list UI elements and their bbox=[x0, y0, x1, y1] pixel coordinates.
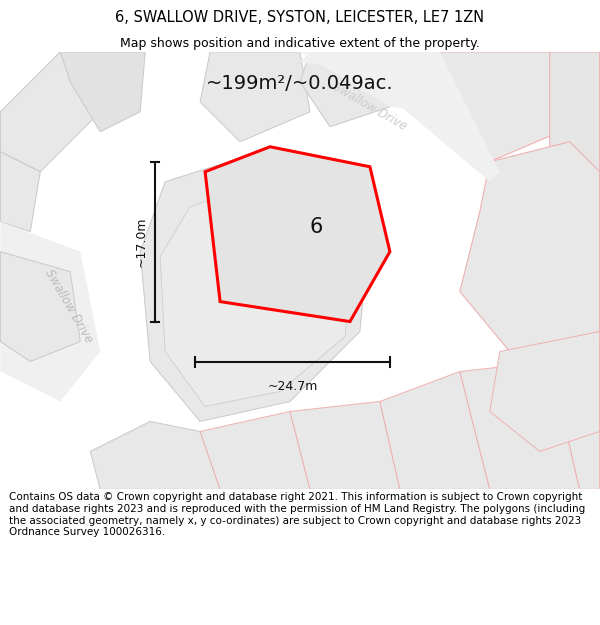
Polygon shape bbox=[200, 411, 310, 489]
Polygon shape bbox=[160, 182, 355, 406]
Polygon shape bbox=[300, 52, 390, 127]
Text: 6: 6 bbox=[309, 217, 323, 237]
Text: ~199m²/~0.049ac.: ~199m²/~0.049ac. bbox=[206, 74, 394, 93]
Polygon shape bbox=[460, 142, 599, 351]
Text: Swallow Drive: Swallow Drive bbox=[331, 81, 409, 133]
Polygon shape bbox=[550, 52, 599, 172]
Polygon shape bbox=[205, 147, 390, 322]
Text: ~17.0m: ~17.0m bbox=[134, 216, 147, 267]
Polygon shape bbox=[1, 252, 80, 361]
Polygon shape bbox=[290, 52, 440, 112]
Text: ~24.7m: ~24.7m bbox=[268, 379, 317, 392]
Polygon shape bbox=[460, 361, 580, 489]
Polygon shape bbox=[290, 401, 400, 489]
Text: Map shows position and indicative extent of the property.: Map shows position and indicative extent… bbox=[120, 38, 480, 51]
Polygon shape bbox=[1, 152, 40, 232]
Polygon shape bbox=[380, 371, 490, 489]
Text: Contains OS data © Crown copyright and database right 2021. This information is : Contains OS data © Crown copyright and d… bbox=[9, 492, 585, 538]
Polygon shape bbox=[490, 331, 599, 451]
Polygon shape bbox=[90, 421, 220, 489]
Polygon shape bbox=[200, 52, 310, 142]
Polygon shape bbox=[300, 52, 500, 182]
Text: 6, SWALLOW DRIVE, SYSTON, LEICESTER, LE7 1ZN: 6, SWALLOW DRIVE, SYSTON, LEICESTER, LE7… bbox=[115, 11, 485, 26]
Polygon shape bbox=[550, 341, 599, 489]
Polygon shape bbox=[1, 52, 130, 172]
Polygon shape bbox=[1, 222, 100, 401]
Text: Swallow Drive: Swallow Drive bbox=[42, 268, 95, 346]
Polygon shape bbox=[430, 52, 560, 162]
Polygon shape bbox=[140, 152, 370, 421]
Polygon shape bbox=[60, 52, 145, 132]
